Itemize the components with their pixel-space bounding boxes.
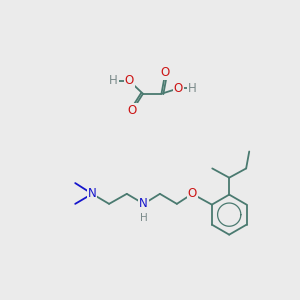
Text: H: H [140, 213, 148, 223]
Text: O: O [174, 82, 183, 95]
Text: O: O [128, 104, 137, 117]
Text: H: H [188, 82, 197, 95]
Text: H: H [109, 74, 118, 87]
Text: O: O [124, 74, 134, 87]
Text: N: N [140, 197, 148, 210]
Text: O: O [188, 187, 197, 200]
Text: O: O [161, 67, 170, 80]
Text: N: N [88, 187, 97, 200]
